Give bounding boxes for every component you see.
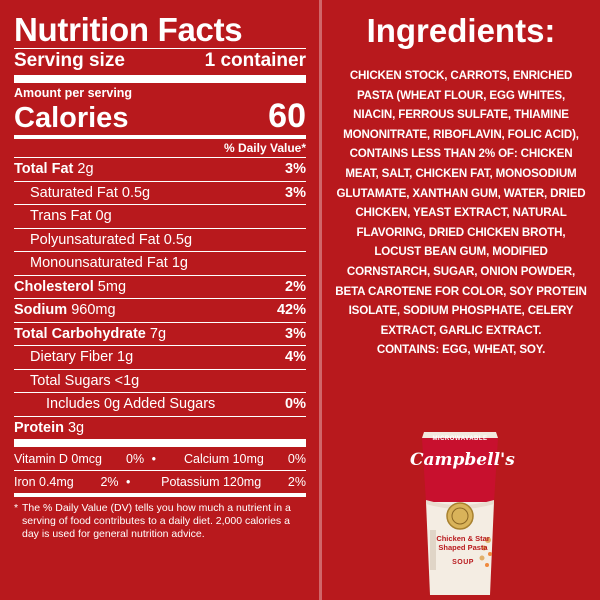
ingredients-list: CHICKEN STOCK, CARROTS, ENRICHED PASTA (… bbox=[335, 66, 587, 360]
trans-fat-row: Trans Fat 0g bbox=[14, 204, 306, 228]
ingredients-text: CHICKEN STOCK, CARROTS, ENRICHED PASTA (… bbox=[335, 69, 587, 337]
calories-value: 60 bbox=[268, 97, 306, 135]
potassium-pct: 2% bbox=[287, 475, 306, 489]
sodium-row: Sodium 960mg 42% bbox=[14, 298, 306, 322]
saturated-fat-row: Saturated Fat 0.5g 3% bbox=[14, 180, 306, 205]
monounsaturated-fat-label: Monounsaturated Fat 1g bbox=[30, 255, 188, 272]
protein-row: Protein 3g bbox=[14, 415, 306, 440]
divider-medium bbox=[14, 493, 306, 497]
vitamin-d-label: Vitamin D 0mcg bbox=[14, 451, 102, 466]
calories-row: Calories 60 bbox=[14, 99, 306, 135]
sodium-pct: 42% bbox=[276, 302, 306, 319]
bullet: • bbox=[126, 475, 131, 489]
total-carbohydrate-pct: 3% bbox=[285, 325, 306, 342]
sodium-amount: 960mg bbox=[71, 302, 116, 319]
total-carbohydrate-amount: 7g bbox=[149, 325, 167, 342]
amount-per-serving: Amount per serving bbox=[14, 86, 133, 100]
panel-divider bbox=[319, 0, 322, 600]
ingredients-title: Ingredients: bbox=[366, 12, 556, 49]
total-fat-row: Total Fat 2g 3% bbox=[14, 157, 306, 181]
microwavable-label: MICROWAVABLE bbox=[432, 436, 488, 442]
added-sugars-label: Includes 0g Added Sugars bbox=[46, 396, 216, 413]
soup-cup-image: MICROWAVABLE Campbell's Chicken & Star S… bbox=[410, 430, 515, 600]
soup-cup-icon bbox=[422, 432, 498, 595]
calcium-label: Calcium 10mg bbox=[183, 451, 264, 466]
vitamin-row-2: Iron 0.4mg 2% • Potassium 120mg 2% bbox=[14, 470, 306, 493]
serving-size-label: Serving size bbox=[14, 50, 125, 71]
total-sugars-label: Total Sugars <1g bbox=[30, 372, 140, 389]
total-fat-amount: 2g bbox=[77, 161, 94, 178]
total-fat-pct: 3% bbox=[285, 161, 306, 178]
added-sugars-row: Includes 0g Added Sugars 0% bbox=[14, 392, 306, 416]
vitamin-d-pct: 0% bbox=[126, 451, 145, 466]
polyunsaturated-fat-row: Polyunsaturated Fat 0.5g bbox=[14, 227, 306, 252]
divider-thin bbox=[14, 48, 306, 49]
allergen-statement: CONTAINS: EGG, WHEAT, SOY. bbox=[376, 343, 546, 357]
saturated-fat-pct: 3% bbox=[285, 184, 306, 201]
saturated-fat-label: Saturated Fat 0.5g bbox=[30, 184, 151, 201]
cholesterol-label: Cholesterol bbox=[14, 278, 94, 295]
calcium-pct: 0% bbox=[287, 451, 306, 466]
daily-value-footnote: * The % Daily Value (DV) tells you how m… bbox=[14, 502, 306, 541]
nutrition-facts-panel: Nutrition Facts Serving size 1 container… bbox=[14, 12, 306, 541]
total-carbohydrate-label: Total Carbohydrate bbox=[14, 325, 146, 342]
divider-thick bbox=[14, 439, 306, 447]
total-sugars-row: Total Sugars <1g bbox=[14, 368, 306, 393]
serving-size-row: Serving size 1 container bbox=[14, 49, 306, 75]
cholesterol-row: Cholesterol 5mg 2% bbox=[14, 274, 306, 299]
bullet: • bbox=[151, 451, 156, 466]
divider-medium bbox=[14, 135, 306, 139]
divider-thick bbox=[14, 75, 306, 83]
iron-label: Iron 0.4mg bbox=[14, 475, 74, 489]
potassium-label: Potassium 120mg bbox=[161, 475, 262, 489]
daily-value-header: % Daily Value* bbox=[223, 141, 306, 155]
product-name: Chicken & Star Shaped Pasta bbox=[436, 534, 490, 552]
trans-fat-label: Trans Fat 0g bbox=[30, 208, 112, 225]
dietary-fiber-pct: 4% bbox=[285, 349, 306, 366]
total-fat-label: Total Fat bbox=[14, 161, 74, 178]
dietary-fiber-label: Dietary Fiber 1g bbox=[30, 349, 134, 366]
footnote-star: * bbox=[14, 502, 19, 514]
iron-pct: 2% bbox=[100, 475, 119, 489]
footnote-text: The % Daily Value (DV) tells you how muc… bbox=[22, 502, 291, 540]
monounsaturated-fat-row: Monounsaturated Fat 1g bbox=[14, 251, 306, 275]
polyunsaturated-fat-label: Polyunsaturated Fat 0.5g bbox=[30, 231, 193, 248]
protein-amount: 3g bbox=[67, 419, 85, 436]
dietary-fiber-row: Dietary Fiber 1g 4% bbox=[14, 345, 306, 369]
sodium-label: Sodium bbox=[14, 302, 68, 319]
protein-label: Protein bbox=[14, 419, 64, 436]
serving-size-value: 1 container bbox=[204, 50, 306, 71]
brand-logo: Campbell's bbox=[410, 450, 515, 470]
calories-label: Calories bbox=[14, 102, 129, 134]
product-type: SOUP bbox=[452, 559, 474, 566]
added-sugars-pct: 0% bbox=[285, 396, 306, 413]
vitamin-row-1: Vitamin D 0mcg 0% • Calcium 10mg 0% bbox=[14, 447, 306, 470]
nutrition-facts-title: Nutrition Facts bbox=[14, 11, 243, 48]
cholesterol-pct: 2% bbox=[285, 278, 306, 295]
cholesterol-amount: 5mg bbox=[97, 278, 127, 295]
total-carbohydrate-row: Total Carbohydrate 7g 3% bbox=[14, 321, 306, 346]
